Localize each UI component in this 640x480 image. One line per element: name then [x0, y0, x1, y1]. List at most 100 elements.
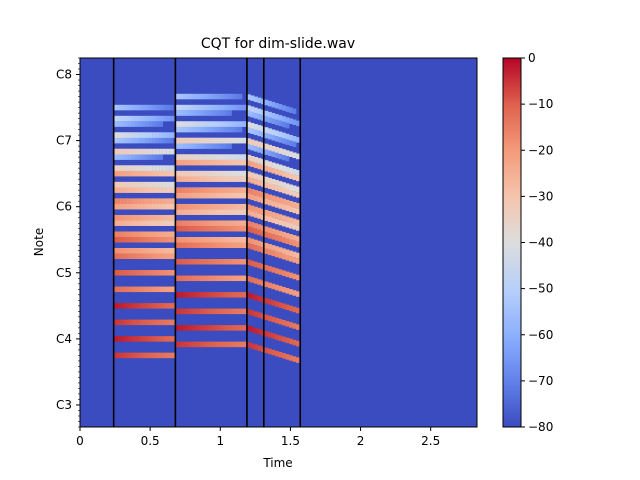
heatmap-cell [117, 286, 121, 293]
heatmap-cell [166, 270, 171, 276]
heatmap-cell [152, 115, 157, 122]
heatmap-cell [166, 187, 171, 193]
heatmap-cell [120, 187, 125, 193]
heatmap-cell [203, 110, 208, 116]
heatmap-cell [196, 104, 201, 111]
heatmap-cell [267, 111, 272, 118]
heatmap-cell [182, 159, 187, 166]
heatmap-cell [235, 225, 239, 232]
heatmap-cell [206, 203, 211, 210]
heatmap-cell [213, 203, 218, 210]
heatmap-cell [131, 154, 136, 160]
heatmap-cell [278, 214, 283, 220]
heatmap-cell [127, 336, 132, 342]
heatmap-cell [210, 159, 215, 166]
heatmap-cell [185, 159, 190, 166]
heatmap-cell [264, 99, 269, 106]
heatmap-cell [292, 356, 297, 362]
heatmap-cell [213, 308, 218, 315]
heatmap-cell [206, 143, 211, 149]
heatmap-cell [192, 126, 197, 133]
heatmap-cell [155, 104, 160, 111]
heatmap-cell [264, 116, 269, 122]
heatmap-cell [213, 121, 218, 127]
heatmap-cell [159, 148, 164, 155]
heatmap-cell [182, 176, 187, 182]
heatmap-cell [159, 336, 164, 342]
heatmap-cell [162, 181, 167, 188]
heatmap-cell [253, 146, 258, 152]
heatmap-cell [131, 198, 136, 204]
heatmap-cell [271, 151, 276, 158]
heatmap-cell [169, 170, 174, 177]
heatmap-cell [131, 181, 136, 188]
heatmap-cell [257, 262, 262, 269]
heatmap-cell [189, 121, 194, 127]
heatmap-cell [178, 170, 183, 177]
heatmap-cell [162, 203, 167, 210]
heatmap-cell [124, 270, 128, 276]
heatmap-cell [196, 192, 201, 199]
heatmap-cell [267, 166, 272, 173]
heatmap-cell [178, 242, 183, 249]
heatmap-cell [134, 115, 139, 122]
heatmap-cell [189, 325, 194, 331]
heatmap-cell [242, 104, 246, 111]
heatmap-cell [250, 222, 255, 228]
heatmap-cell [260, 247, 265, 253]
heatmap-cell [169, 253, 174, 260]
heatmap-cell [175, 275, 180, 282]
heatmap-cell [217, 154, 222, 160]
heatmap-cell [155, 319, 160, 326]
heatmap-cell [141, 170, 146, 177]
heatmap-cell [141, 319, 146, 326]
heatmap-cell [182, 121, 187, 127]
heatmap-cell [120, 336, 125, 342]
heatmap-cell [278, 148, 283, 154]
heatmap-cell [292, 174, 297, 181]
heatmap-cell [124, 148, 128, 155]
heatmap-cell [267, 144, 272, 151]
heatmap-cell [145, 336, 150, 342]
heatmap-cell [227, 121, 232, 127]
heatmap-cell [206, 259, 211, 265]
heatmap-cell [227, 154, 232, 160]
heatmap-cell [227, 225, 232, 232]
heatmap-cell [267, 216, 272, 223]
heatmap-cell [238, 159, 243, 166]
heatmap-cell [217, 225, 222, 232]
heatmap-cell [173, 319, 176, 326]
heatmap-cell [199, 110, 204, 116]
heatmap-cell [210, 259, 215, 265]
heatmap-cell [289, 184, 293, 190]
heatmap-cell [206, 137, 211, 144]
heatmap-cell [127, 248, 132, 254]
heatmap-cell [145, 165, 150, 171]
heatmap-cell [235, 220, 239, 226]
heatmap-cell [178, 143, 183, 149]
heatmap-cell [182, 192, 187, 199]
heatmap-cell [173, 132, 176, 138]
heatmap-cell [152, 303, 157, 309]
heatmap-cell [120, 270, 125, 276]
heatmap-cell [162, 165, 167, 171]
heatmap-cell [196, 137, 201, 144]
heatmap-cell [124, 214, 128, 221]
heatmap-cell [224, 209, 229, 215]
heatmap-cell [220, 325, 225, 331]
heatmap-cell [203, 220, 208, 226]
heatmap-cell [178, 121, 183, 127]
heatmap-cell [206, 176, 211, 182]
heatmap-cell [253, 344, 258, 350]
heatmap-cell [189, 308, 194, 315]
heatmap-cell [173, 231, 176, 237]
heatmap-cell [169, 187, 174, 193]
heatmap-cell [242, 292, 246, 298]
heatmap-cell [260, 197, 265, 204]
heatmap-cell [264, 132, 269, 139]
heatmap-cell [192, 187, 197, 193]
heatmap-cell [196, 126, 201, 133]
heatmap-cell [213, 187, 218, 193]
heatmap-cell [189, 220, 194, 226]
heatmap-cell [278, 230, 283, 237]
